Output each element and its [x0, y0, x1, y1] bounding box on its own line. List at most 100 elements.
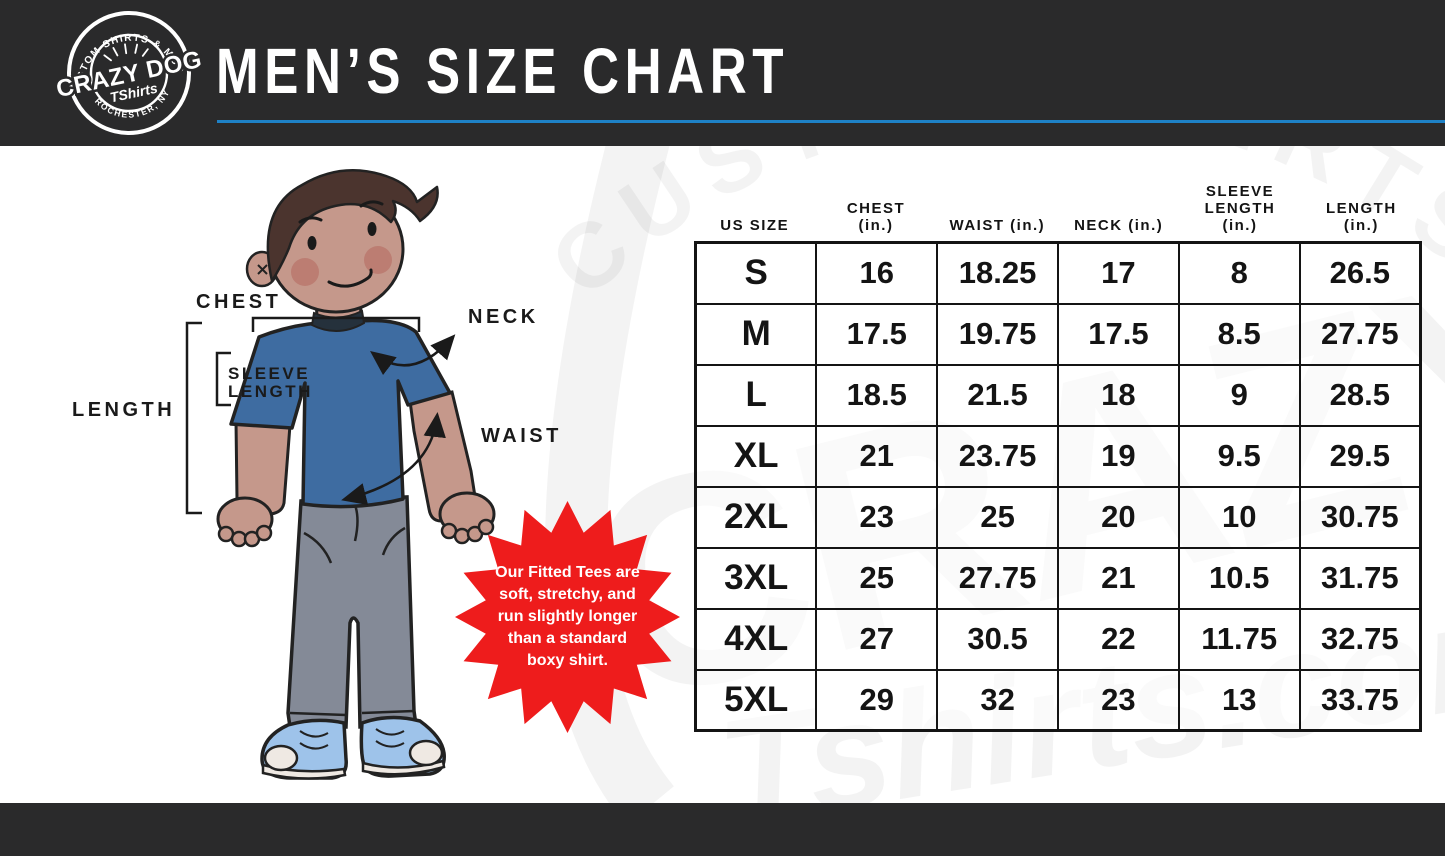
logo-rays-icon — [103, 43, 149, 62]
measurement-figure: CHEST LENGTH SLEEVE LENGTH NECK WAIST — [72, 168, 562, 780]
callout-line: Our Fitted Tees are — [495, 564, 640, 581]
size-cell: S — [694, 241, 818, 305]
size-cell: M — [694, 302, 818, 366]
length-cell: 26.5 — [1298, 241, 1422, 305]
chest-cell: 21 — [815, 424, 939, 488]
figure-left-arm — [216, 419, 292, 548]
length-cell: 32.75 — [1298, 607, 1422, 671]
sleeve-cell: 9 — [1177, 363, 1301, 427]
table-row: M 17.5 19.75 17.5 8.5 27.75 — [694, 302, 1422, 366]
waist-cell: 25 — [936, 485, 1059, 549]
callout-line: than a standard — [507, 630, 628, 647]
chest-cell: 23 — [815, 485, 939, 549]
chest-cell: 17.5 — [815, 302, 939, 366]
size-cell: 4XL — [694, 607, 818, 671]
content-area: CUSTOM SHIRTS & MORE CRAZY DOG Tshirts.c… — [0, 146, 1445, 803]
waist-label: WAIST — [481, 425, 562, 447]
neck-cell: 23 — [1056, 668, 1180, 732]
table-row: S 16 18.25 17 8 26.5 — [694, 241, 1422, 305]
length-bracket — [185, 321, 202, 515]
title-underline — [217, 120, 1445, 123]
page-title: MEN’S SIZE CHART — [216, 35, 790, 107]
waist-cell: 18.25 — [936, 241, 1059, 305]
chest-cell: 18.5 — [815, 363, 939, 427]
size-cell: 3XL — [694, 546, 818, 610]
table-row: 4XL 27 30.5 22 11.75 32.75 — [694, 607, 1422, 671]
length-cell: 28.5 — [1298, 363, 1422, 427]
chest-cell: 27 — [815, 607, 939, 671]
measurement-annotations: CHEST LENGTH SLEEVE LENGTH NECK WAIST — [72, 291, 562, 515]
logo-outer-ring — [67, 11, 191, 135]
sleeve-cell: 9.5 — [1177, 424, 1301, 488]
neck-cell: 19 — [1056, 424, 1180, 488]
sleeve-cell: 8 — [1177, 241, 1301, 305]
column-header-chest: CHEST (in.) — [846, 200, 906, 234]
sleeve-cell: 10.5 — [1177, 546, 1301, 610]
table-row: 5XL 29 32 23 13 33.75 — [694, 668, 1422, 732]
neck-cell: 18 — [1056, 363, 1180, 427]
length-label: LENGTH — [72, 399, 175, 421]
chest-bracket — [251, 316, 421, 332]
logo-inner-ring — [89, 33, 169, 113]
size-cell: L — [694, 363, 818, 427]
waist-cell: 23.75 — [936, 424, 1059, 488]
chest-cell: 29 — [815, 668, 939, 732]
neck-cell: 20 — [1056, 485, 1180, 549]
neck-cell: 21 — [1056, 546, 1180, 610]
size-cell: XL — [694, 424, 818, 488]
length-cell: 33.75 — [1298, 668, 1422, 732]
neck-cell: 17.5 — [1056, 302, 1180, 366]
waist-cell: 27.75 — [936, 546, 1059, 610]
crazy-dog-logo: CUSTOM SHIRTS & MORE CRAZY DOG TShirts R… — [54, 4, 204, 135]
waist-cell: 19.75 — [936, 302, 1059, 366]
fitted-tees-callout: Our Fitted Tees are soft, stretchy, and … — [455, 501, 680, 733]
waist-cell: 30.5 — [936, 607, 1059, 671]
sleeve-cell: 10 — [1177, 485, 1301, 549]
fitted-tees-callout-text: Our Fitted Tees are soft, stretchy, and … — [495, 562, 640, 672]
column-header-neck: NECK (in.) — [1074, 217, 1164, 234]
sleeve-cell: 13 — [1177, 668, 1301, 732]
length-cell: 31.75 — [1298, 546, 1422, 610]
column-header-waist: WAIST (in.) — [949, 217, 1046, 234]
figure-pants — [286, 495, 419, 729]
length-cell: 30.75 — [1298, 485, 1422, 549]
chest-cell: 16 — [815, 241, 939, 305]
neck-label: NECK — [468, 306, 539, 328]
sleeve-cell: 11.75 — [1177, 607, 1301, 671]
chest-label: CHEST — [196, 291, 281, 313]
table-row: XL 21 23.75 19 9.5 29.5 — [694, 424, 1422, 488]
size-table-section: US SIZE CHEST (in.) WAIST (in.) NECK (in… — [694, 166, 1422, 732]
callout-line: boxy shirt. — [527, 652, 608, 669]
sleeve-cell: 8.5 — [1177, 302, 1301, 366]
neck-cell: 17 — [1056, 241, 1180, 305]
chest-cell: 25 — [815, 546, 939, 610]
footer-bar — [0, 803, 1445, 856]
figure-head — [245, 168, 439, 314]
neck-cell: 22 — [1056, 607, 1180, 671]
column-header-us-size: US SIZE — [720, 217, 790, 234]
table-row: L 18.5 21.5 18 9 28.5 — [694, 363, 1422, 427]
table-row: 2XL 23 25 20 10 30.75 — [694, 485, 1422, 549]
waist-arrow — [341, 412, 446, 506]
sleeve-length-bracket — [215, 351, 231, 407]
callout-line: run slightly longer — [497, 608, 638, 625]
sleeve-length-label-line2: LENGTH — [228, 382, 313, 401]
column-header-sleeve-length: SLEEVE LENGTH (in.) — [1204, 183, 1276, 234]
length-cell: 29.5 — [1298, 424, 1422, 488]
size-cell: 2XL — [694, 485, 818, 549]
figure-right-arm — [408, 390, 496, 545]
waist-cell: 32 — [936, 668, 1059, 732]
neck-arrow — [370, 334, 456, 376]
size-table-header: US SIZE CHEST (in.) WAIST (in.) NECK (in… — [694, 166, 1422, 241]
figure-shoes — [260, 715, 446, 780]
size-cell: 5XL — [694, 668, 818, 732]
column-header-length: LENGTH (in.) — [1325, 200, 1397, 234]
sleeve-length-label-line1: SLEEVE — [228, 364, 310, 383]
header-bar: CUSTOM SHIRTS & MORE CRAZY DOG TShirts R… — [0, 0, 1445, 146]
waist-cell: 21.5 — [936, 363, 1059, 427]
table-row: 3XL 25 27.75 21 10.5 31.75 — [694, 546, 1422, 610]
length-cell: 27.75 — [1298, 302, 1422, 366]
callout-line: soft, stretchy, and — [499, 586, 636, 603]
size-table: S 16 18.25 17 8 26.5 M 17.5 19.75 17.5 8… — [694, 241, 1422, 732]
